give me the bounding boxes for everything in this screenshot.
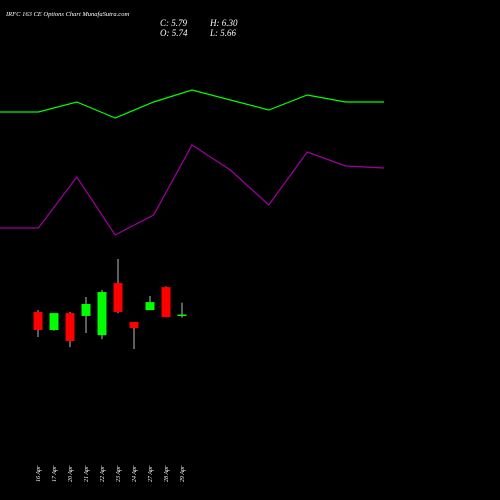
candle-body xyxy=(161,287,171,318)
header-high: H: 6.30 xyxy=(209,18,238,28)
x-tick-label: 16 Apr xyxy=(36,465,42,482)
candle-body xyxy=(97,292,107,336)
candle-body xyxy=(145,302,155,311)
header-close: C: 5.79 xyxy=(160,18,188,28)
x-tick-label: 28 Apr xyxy=(164,465,170,482)
candle-body xyxy=(113,283,123,312)
x-tick-label: 24 Apr xyxy=(131,465,138,482)
x-tick-label: 20 Apr xyxy=(68,465,74,482)
chart-title: IRFC 163 CE Options Chart MunafaSutra.co… xyxy=(5,11,129,18)
x-tick-label: 23 Apr xyxy=(116,465,122,482)
x-tick-label: 27 Apr xyxy=(148,465,154,482)
header-open: O: 5.74 xyxy=(160,28,188,38)
indicator-line xyxy=(0,89,384,119)
x-tick-label: 17 Apr xyxy=(52,465,58,482)
header-low: L: 5.66 xyxy=(209,28,237,38)
candle-body xyxy=(65,313,75,341)
candle-body xyxy=(81,303,91,316)
indicator-line xyxy=(0,144,385,236)
x-tick-label: 21 Apr xyxy=(84,465,90,482)
candle-body xyxy=(177,314,187,317)
x-tick-label: 22 Apr xyxy=(100,465,106,482)
candle-body xyxy=(33,311,43,330)
candle-body xyxy=(49,313,59,330)
x-tick-label: 29 Apr xyxy=(180,465,186,482)
candle-body xyxy=(129,322,139,329)
